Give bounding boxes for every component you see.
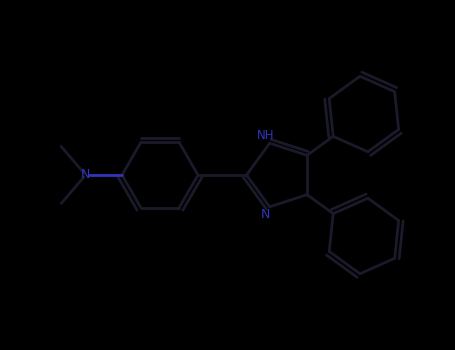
Text: N: N xyxy=(261,208,270,221)
Text: N: N xyxy=(81,168,91,181)
Text: NH: NH xyxy=(257,129,274,142)
